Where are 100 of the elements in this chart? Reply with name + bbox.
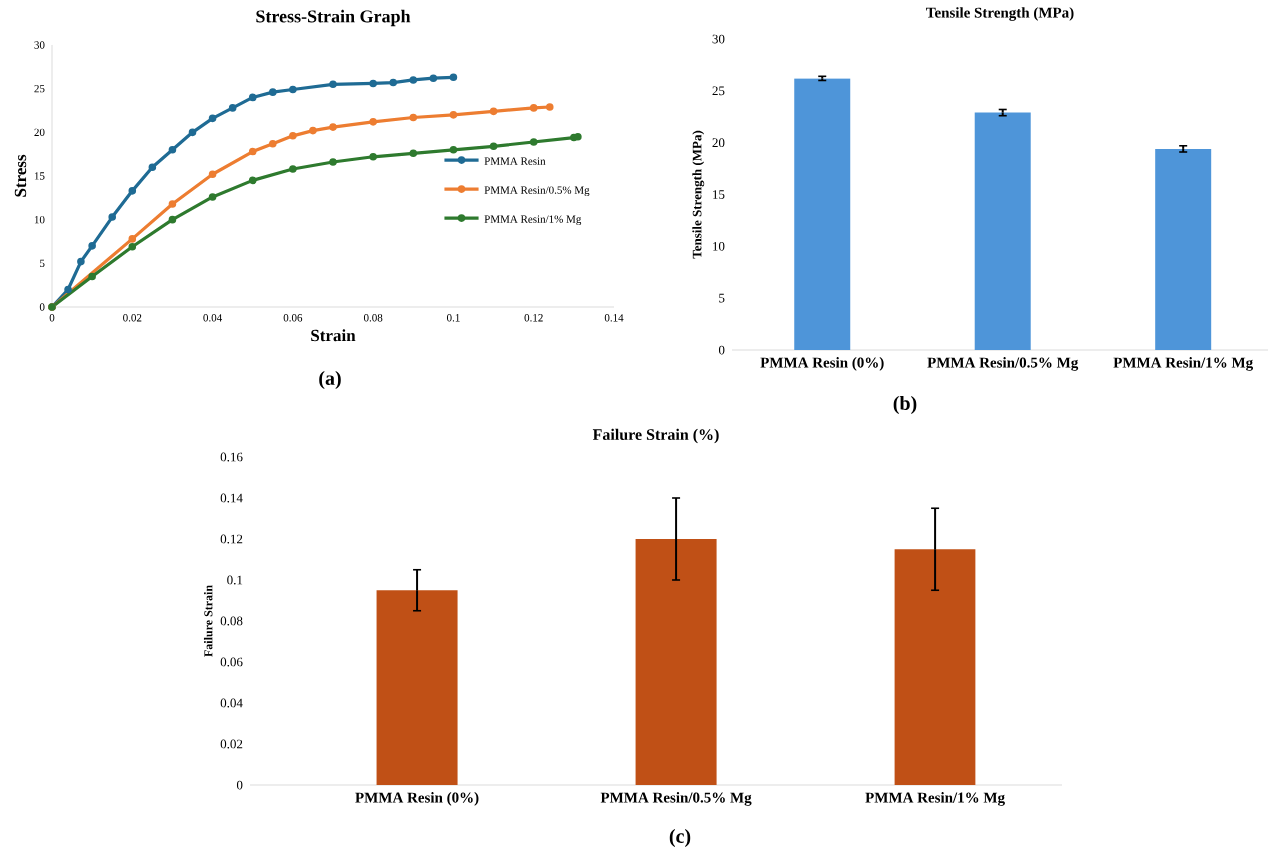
x-tick-label: PMMA Resin/0.5% Mg <box>600 792 752 806</box>
y-tick-label: 30 <box>712 34 725 44</box>
text: (a) <box>319 370 341 390</box>
y-tick-label: 0.08 <box>220 616 243 626</box>
y-tick-label: 0.06 <box>220 657 243 667</box>
point <box>529 138 538 146</box>
y-axis-title: Stress <box>14 154 27 197</box>
y-tick-label: 30 <box>34 41 45 49</box>
x-tick-label: PMMA Resin (0%) <box>355 792 479 806</box>
y-tick-label: 0 <box>236 780 243 790</box>
point <box>309 126 317 135</box>
chart-title: Tensile Strength (MPa) <box>926 7 1074 21</box>
x-tick-label: 0.12 <box>524 314 543 322</box>
point <box>409 113 418 122</box>
point <box>489 107 498 116</box>
x-tick-label: 0 <box>49 314 55 322</box>
y-tick-label: 15 <box>713 190 725 199</box>
y-tick-label: 0 <box>39 303 45 311</box>
point <box>168 200 177 208</box>
point <box>449 73 458 82</box>
point <box>529 104 538 112</box>
point <box>228 104 237 112</box>
point <box>248 176 257 185</box>
point <box>289 165 297 173</box>
point <box>545 103 554 111</box>
point <box>289 132 297 140</box>
x-tick-label: 0.14 <box>604 314 624 322</box>
text: (b) <box>893 395 917 415</box>
y-tick-label: 25 <box>34 84 45 93</box>
x-tick-label: PMMA Resin/1% Mg <box>865 792 1005 806</box>
point <box>369 118 377 126</box>
x-tick-label: 0.02 <box>123 314 142 322</box>
x-tick-label: PMMA Resin/0.5% Mg <box>927 357 1079 371</box>
chart-title: Failure Strain (%) <box>592 428 719 444</box>
legend-label: PMMA Resin/1% Mg <box>484 215 582 226</box>
point <box>128 235 137 243</box>
x-tick-label: 0.04 <box>203 314 223 322</box>
point <box>88 272 96 281</box>
bar <box>794 78 851 350</box>
point <box>409 149 418 158</box>
point <box>429 74 438 82</box>
point <box>329 123 337 131</box>
point <box>248 147 257 156</box>
point <box>108 213 117 221</box>
y-tick-label: 0.04 <box>220 698 243 708</box>
point <box>389 78 398 87</box>
point <box>489 142 498 151</box>
x-tick-label: 0.08 <box>363 314 383 322</box>
point <box>88 242 96 250</box>
point <box>369 152 377 161</box>
point <box>329 158 337 166</box>
point <box>188 128 197 137</box>
y-tick-label: 10 <box>713 241 725 251</box>
bar <box>376 590 458 785</box>
x-tick-label: 0.06 <box>283 314 303 322</box>
legend-label: PMMA Resin <box>484 157 546 165</box>
point <box>369 79 377 88</box>
y-axis-title: Failure Strain <box>203 585 213 657</box>
point <box>128 187 137 195</box>
y-tick-label: 0.14 <box>220 493 243 503</box>
y-tick-label: 5 <box>40 259 45 267</box>
y-tick-label: 0.1 <box>227 575 243 585</box>
y-tick-label: 10 <box>34 215 45 224</box>
point <box>289 85 297 94</box>
point <box>268 139 277 148</box>
point <box>168 146 177 154</box>
x-tick-label: PMMA Resin (0%) <box>760 357 884 371</box>
point <box>64 285 72 294</box>
point <box>208 170 217 179</box>
bar <box>1155 148 1212 350</box>
y-tick-label: 0.12 <box>220 534 243 544</box>
legend-label: PMMA Resin/0.5% Mg <box>484 186 590 197</box>
point <box>208 193 217 201</box>
y-tick-label: 20 <box>34 128 45 137</box>
point <box>268 88 277 96</box>
point <box>128 242 137 251</box>
x-tick-label: 0.1 <box>446 314 460 322</box>
point <box>208 114 217 123</box>
point <box>449 146 458 154</box>
y-tick-label: 0.16 <box>220 452 243 462</box>
bar <box>894 549 976 785</box>
point <box>77 257 85 266</box>
y-tick-label: 15 <box>34 172 45 180</box>
chart-title: Stress-Strain Graph <box>256 9 411 27</box>
text: (c) <box>669 828 691 848</box>
y-tick-label: 20 <box>712 138 725 148</box>
point <box>449 111 458 119</box>
x-tick-label: PMMA Resin/1% Mg <box>1113 357 1254 371</box>
point <box>329 80 337 89</box>
point <box>574 132 582 141</box>
point <box>409 76 418 84</box>
y-tick-label: 25 <box>712 86 725 96</box>
point <box>148 163 157 172</box>
point <box>248 93 257 102</box>
y-tick-label: 0 <box>718 345 725 355</box>
point <box>168 215 177 224</box>
x-axis-title: Strain <box>311 329 356 342</box>
bar <box>635 539 717 785</box>
bar <box>974 112 1031 350</box>
y-axis-title: Tensile Strength (MPa) <box>692 130 705 259</box>
